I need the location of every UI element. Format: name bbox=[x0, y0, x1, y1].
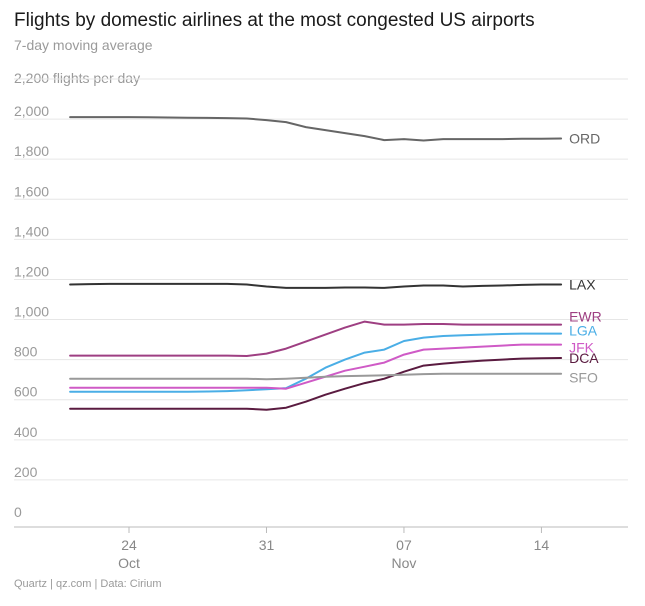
x-tick-label: 07 bbox=[396, 537, 412, 553]
x-tick-month-label: Nov bbox=[392, 555, 417, 571]
source-footer: Quartz | qz.com | Data: Cirium bbox=[14, 578, 162, 590]
y-tick-label: 200 bbox=[14, 464, 38, 480]
series-line-lax bbox=[69, 282, 563, 289]
series-lines bbox=[69, 116, 563, 411]
x-tick-label: 24 bbox=[121, 537, 137, 553]
y-tick-label: 600 bbox=[14, 384, 38, 400]
y-tick-label: 400 bbox=[14, 424, 38, 440]
y-tick-label: 1,000 bbox=[14, 304, 49, 320]
x-tick-month-label: Oct bbox=[118, 555, 140, 571]
y-tick-label: 1,400 bbox=[14, 223, 49, 239]
series-line-ewr bbox=[69, 320, 563, 357]
series-line-lga bbox=[69, 332, 563, 393]
x-tick-label: 14 bbox=[534, 537, 550, 553]
y-tick-label: 2,000 bbox=[14, 103, 49, 119]
series-line-ord bbox=[69, 116, 563, 142]
series-label-sfo: SFO bbox=[569, 370, 598, 386]
series-line-jfk bbox=[69, 343, 563, 390]
series-label-ewr: EWR bbox=[569, 309, 602, 325]
series-label-ord: ORD bbox=[569, 131, 600, 147]
y-tick-label: 1,200 bbox=[14, 263, 49, 279]
y-axis-tick-labels: 0 200 400 600 800 1,000 1,200 1,400 1,600 1,800 2,… bbox=[14, 103, 49, 520]
y-tick-label: 1,800 bbox=[14, 143, 49, 159]
series-line-sfo bbox=[69, 372, 563, 381]
series-label-lax: LAX bbox=[569, 276, 596, 292]
chart-title: Flights by domestic airlines at the most… bbox=[14, 10, 535, 31]
y-tick-label: 0 bbox=[14, 504, 22, 520]
series-label-lga: LGA bbox=[569, 323, 598, 339]
x-axis: 24 Oct 31 07 Nov 14 bbox=[14, 526, 628, 571]
y-axis-unit-label: 2,200 flights per day bbox=[14, 70, 141, 86]
y-tick-label: 800 bbox=[14, 344, 38, 360]
gridlines bbox=[14, 78, 628, 481]
y-tick-label: 1,600 bbox=[14, 183, 49, 199]
series-line-dca bbox=[69, 357, 563, 411]
series-label-jfk: JFK bbox=[569, 340, 595, 356]
chart-subtitle: 7-day moving average bbox=[14, 37, 153, 53]
x-tick-label: 31 bbox=[259, 537, 275, 553]
series-label-dca: DCA bbox=[569, 350, 599, 366]
